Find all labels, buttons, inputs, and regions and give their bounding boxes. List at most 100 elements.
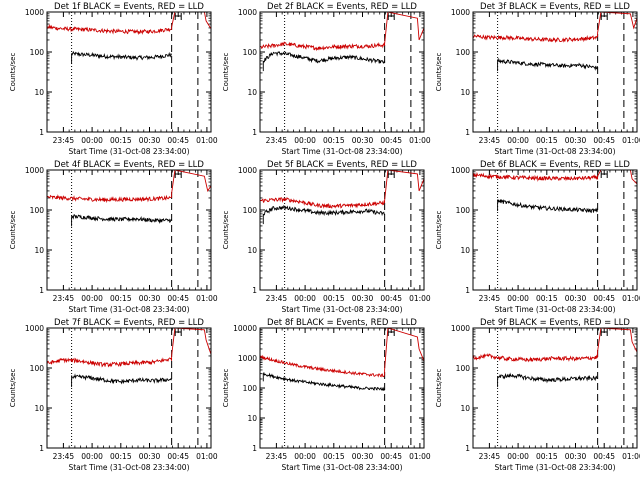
y-tick-label: 10000 [233, 324, 257, 333]
chart-title: Det 9f BLACK = Events, RED = LLD [480, 318, 630, 328]
y-tick-label: 1000 [451, 324, 470, 333]
chart-title: Det 2f BLACK = Events, RED = LLD [267, 2, 417, 12]
bracket-marker [174, 329, 182, 336]
x-axis-label: Start Time (31-Oct-08 23:34:00) [281, 463, 402, 472]
y-tick-label: 1 [465, 286, 470, 295]
plot-frame [259, 327, 425, 449]
x-tick-label: 00:30 [565, 294, 587, 303]
x-tick-label: 00:45 [167, 136, 189, 145]
x-tick-label: 00:00 [507, 452, 529, 461]
x-tick-label: 01:00 [622, 452, 640, 461]
y-tick-label: 1000 [25, 324, 44, 333]
chart-panel-9: Det 9f BLACK = Events, RED = LLD Counts/s… [435, 318, 640, 472]
x-tick-label: 00:45 [380, 452, 402, 461]
chart-title: Det 8f BLACK = Events, RED = LLD [267, 318, 417, 328]
y-axis-label: Counts/sec [435, 369, 443, 408]
y-axis-label: Counts/sec [222, 211, 230, 250]
y-tick-label: 1000 [25, 8, 44, 17]
y-axis-label: Counts/sec [435, 53, 443, 92]
y-tick-label: 10 [247, 246, 257, 255]
y-tick-label: 10 [247, 414, 257, 423]
x-tick-label: 01:00 [409, 294, 431, 303]
x-tick-label: 23:45 [266, 136, 288, 145]
x-tick-label: 00:45 [167, 294, 189, 303]
y-axis-label: Counts/sec [9, 53, 17, 92]
x-tick-label: 23:45 [479, 294, 501, 303]
chart-panel-2: Det 2f BLACK = Events, RED = LLD Counts/s… [222, 2, 431, 156]
x-tick-label: 00:00 [507, 136, 529, 145]
x-tick-label: 00:00 [81, 452, 103, 461]
x-tick-label: 00:15 [536, 452, 558, 461]
y-axis-label: Counts/sec [9, 369, 17, 408]
x-tick-label: 00:30 [352, 136, 374, 145]
chart-panel-6: Det 6f BLACK = Events, RED = LLD Counts/s… [435, 160, 640, 314]
series-lld-line [259, 11, 425, 52]
y-tick-label: 100 [243, 384, 258, 393]
y-axis-label: Counts/sec [9, 211, 17, 250]
x-tick-label: 00:30 [139, 294, 161, 303]
y-tick-label: 1 [39, 128, 44, 137]
x-tick-label: 00:00 [507, 294, 529, 303]
y-tick-label: 1000 [238, 354, 257, 363]
y-tick-label: 1000 [25, 166, 44, 175]
series-events-line [497, 57, 598, 71]
bracket-marker [174, 13, 182, 20]
x-axis-label: Start Time (31-Oct-08 23:34:00) [494, 305, 615, 314]
x-tick-label: 00:45 [593, 294, 615, 303]
x-tick-label: 00:45 [380, 294, 402, 303]
y-tick-label: 10 [34, 246, 44, 255]
x-axis-label: Start Time (31-Oct-08 23:34:00) [68, 305, 189, 314]
y-tick-label: 100 [243, 206, 258, 215]
series-events-line [71, 214, 172, 225]
series-events-line [71, 373, 172, 385]
y-axis-label: Counts/sec [222, 369, 230, 408]
x-tick-label: 01:00 [196, 136, 218, 145]
plot-frame [259, 169, 425, 291]
y-tick-label: 10 [34, 404, 44, 413]
chart-title: Det 4f BLACK = Events, RED = LLD [54, 160, 204, 170]
x-tick-label: 00:30 [139, 452, 161, 461]
x-tick-label: 00:45 [593, 452, 615, 461]
series-events-line [262, 51, 385, 64]
x-tick-label: 23:45 [53, 294, 75, 303]
y-tick-label: 1 [252, 128, 257, 137]
series-events-line [262, 204, 385, 217]
x-tick-label: 01:00 [409, 136, 431, 145]
x-axis-label: Start Time (31-Oct-08 23:34:00) [281, 147, 402, 156]
y-tick-label: 10 [34, 88, 44, 97]
chart-panel-1: Det 1f BLACK = Events, RED = LLD Counts/s… [9, 2, 218, 156]
chart-title: Det 1f BLACK = Events, RED = LLD [54, 2, 204, 12]
chart-title: Det 3f BLACK = Events, RED = LLD [480, 2, 630, 12]
x-tick-label: 23:45 [53, 136, 75, 145]
series-events-line [497, 198, 598, 214]
bracket-marker [600, 13, 608, 20]
plot-frame [46, 169, 212, 291]
x-tick-label: 00:45 [167, 452, 189, 461]
y-tick-label: 1000 [238, 166, 257, 175]
x-tick-label: 00:00 [81, 136, 103, 145]
x-axis-label: Start Time (31-Oct-08 23:34:00) [68, 463, 189, 472]
y-tick-label: 100 [30, 364, 45, 373]
x-tick-label: 00:30 [565, 452, 587, 461]
y-axis-label: Counts/sec [435, 211, 443, 250]
chart-panel-3: Det 3f BLACK = Events, RED = LLD Counts/s… [435, 2, 640, 156]
x-tick-label: 00:00 [294, 294, 316, 303]
y-tick-label: 10 [460, 88, 470, 97]
chart-panel-8: Det 8f BLACK = Events, RED = LLD Counts/s… [222, 318, 431, 472]
y-tick-label: 1000 [451, 166, 470, 175]
y-tick-label: 100 [243, 48, 258, 57]
x-tick-label: 00:00 [294, 136, 316, 145]
plot-frame [46, 11, 212, 133]
y-tick-label: 10 [460, 246, 470, 255]
y-tick-label: 100 [30, 48, 45, 57]
x-tick-label: 23:45 [479, 136, 501, 145]
y-tick-label: 1 [465, 444, 470, 453]
x-tick-label: 00:15 [110, 136, 132, 145]
x-axis-label: Start Time (31-Oct-08 23:34:00) [281, 305, 402, 314]
bracket-marker [387, 13, 395, 20]
x-tick-label: 01:00 [409, 452, 431, 461]
x-tick-label: 00:15 [110, 452, 132, 461]
x-tick-label: 00:15 [323, 294, 345, 303]
chart-panel-4: Det 4f BLACK = Events, RED = LLD Counts/s… [9, 160, 218, 314]
series-lld-line [46, 327, 212, 368]
